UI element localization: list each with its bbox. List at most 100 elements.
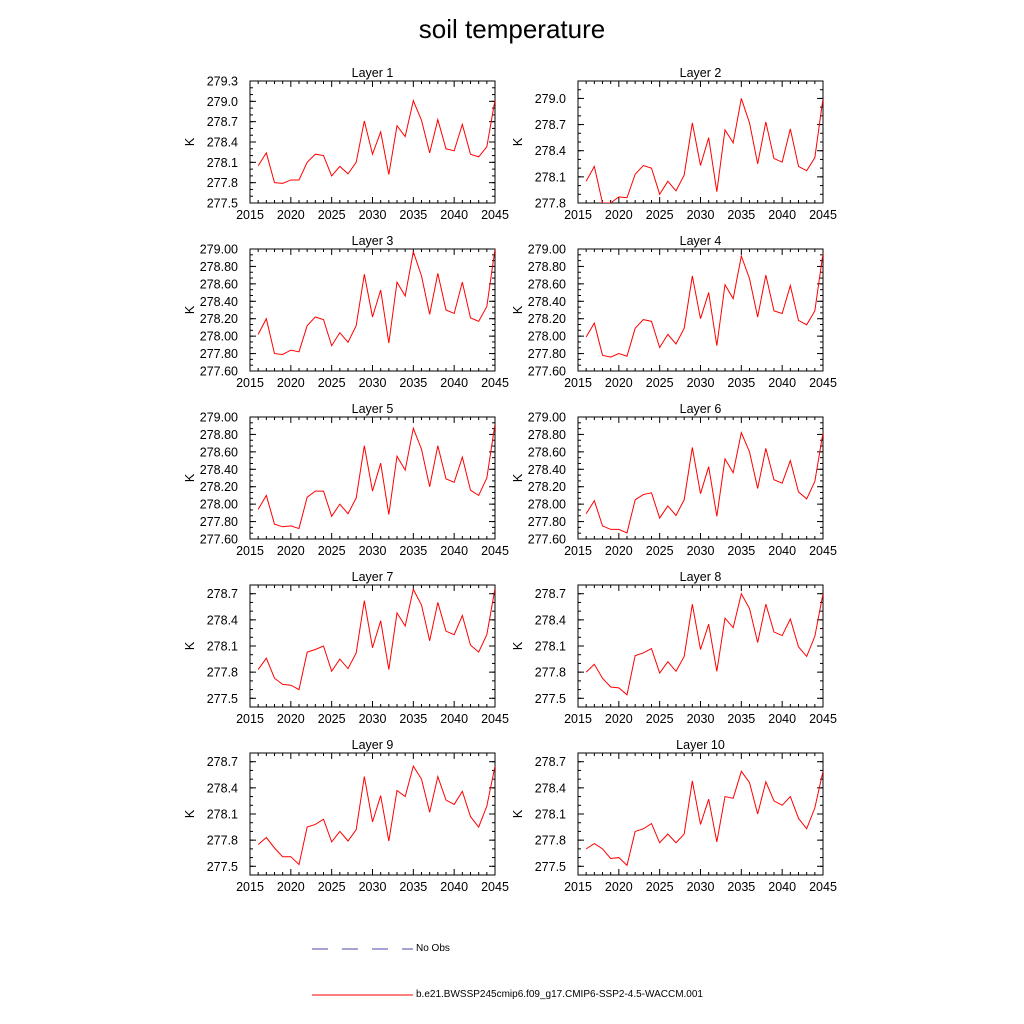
y-axis-label: K: [183, 641, 197, 650]
x-tick-label: 2015: [236, 376, 264, 390]
x-tick-label: 2025: [318, 376, 346, 390]
x-tick-label: 2035: [399, 376, 427, 390]
y-axis-label: K: [183, 305, 197, 314]
x-tick-label: 2030: [687, 208, 715, 222]
y-tick-label: 278.80: [200, 428, 238, 442]
plot-frame: [577, 752, 824, 876]
y-tick-label: 277.60: [528, 365, 566, 379]
x-tick-label: 2045: [481, 376, 509, 390]
x-tick-label: 2025: [318, 880, 346, 894]
y-tick-label: 277.80: [200, 347, 238, 361]
x-tick-label: 2025: [646, 208, 674, 222]
y-axis-label: K: [511, 137, 525, 146]
legend-model-label: b.e21.BWSSP245cmip6.f09_g17.CMIP6-SSP2-4…: [416, 989, 703, 1000]
x-tick-label: 2030: [359, 208, 387, 222]
y-tick-label: 279.0: [207, 95, 238, 109]
x-tick-label: 2020: [277, 376, 305, 390]
panel-layer-5: Layer 5 K 2015 2020 2025 2030 2035 2040 2045 277.…: [183, 402, 509, 558]
panel-title: Layer 10: [676, 738, 725, 752]
x-tick-label: 2020: [605, 208, 633, 222]
x-tick-label: 2015: [236, 208, 264, 222]
y-tick-label: 278.1: [535, 170, 566, 184]
panel-title: Layer 3: [352, 234, 394, 248]
y-tick-label: 278.60: [200, 445, 238, 459]
y-tick-label: 278.4: [535, 144, 566, 158]
x-tick-label: 2020: [605, 712, 633, 726]
y-tick-label: 278.60: [200, 277, 238, 291]
x-tick-label: 2045: [809, 376, 837, 390]
y-tick-label: 277.8: [207, 176, 238, 190]
y-tick-label: 278.80: [200, 260, 238, 274]
plot-frame: [249, 416, 496, 540]
y-tick-label: 278.00: [200, 330, 238, 344]
panel-layer-10: Layer 10 K 2015 2020 2025 2030 2035 2040 2045 277…: [511, 738, 837, 894]
y-tick-label: 279.00: [528, 411, 566, 425]
x-tick-label: 2040: [440, 376, 468, 390]
y-tick-label: 278.1: [207, 808, 238, 822]
y-tick-label: 278.20: [528, 312, 566, 326]
series-line: [257, 99, 495, 184]
panel-layer-1: Layer 1 K 2015 2020 2025 2030 2035 2040 2045 277.…: [183, 66, 509, 222]
series-line: [585, 253, 823, 358]
y-tick-label: 279.3: [207, 75, 238, 89]
y-tick-label: 278.7: [207, 755, 238, 769]
panel-layer-6: Layer 6 K 2015 2020 2025 2030 2035 2040 2045 277.…: [511, 402, 837, 558]
panel-title: Layer 7: [352, 570, 394, 584]
series-line: [585, 592, 823, 696]
panel-layer-8: Layer 8 K 2015 2020 2025 2030 2035 2040 2045 277.…: [511, 570, 837, 726]
x-tick-label: 2015: [564, 712, 592, 726]
y-tick-label: 278.4: [535, 781, 566, 795]
x-tick-label: 2020: [277, 544, 305, 558]
x-tick-label: 2020: [277, 208, 305, 222]
y-axis-label: K: [511, 305, 525, 314]
x-tick-label: 2030: [359, 712, 387, 726]
y-tick-label: 279.00: [200, 243, 238, 257]
y-tick-label: 279.00: [528, 243, 566, 257]
x-tick-label: 2035: [727, 712, 755, 726]
chart-title: soil temperature: [418, 14, 606, 44]
series-line: [257, 249, 495, 355]
y-tick-label: 277.80: [200, 515, 238, 529]
x-tick-label: 2040: [768, 880, 796, 894]
y-axis-label: K: [183, 473, 197, 482]
x-tick-label: 2035: [727, 544, 755, 558]
y-tick-label: 278.7: [535, 118, 566, 132]
y-tick-label: 277.60: [200, 365, 238, 379]
y-tick-label: 278.60: [528, 277, 566, 291]
plot-frame: [577, 416, 824, 540]
y-tick-label: 278.7: [535, 587, 566, 601]
series-line: [585, 431, 823, 534]
y-tick-label: 278.80: [528, 428, 566, 442]
y-tick-label: 277.80: [528, 515, 566, 529]
x-tick-label: 2030: [687, 544, 715, 558]
series-line: [257, 423, 495, 530]
x-tick-label: 2045: [481, 544, 509, 558]
y-tick-label: 278.80: [528, 260, 566, 274]
series-line: [585, 770, 823, 867]
y-tick-label: 277.5: [207, 860, 238, 874]
x-tick-label: 2035: [399, 544, 427, 558]
y-tick-label: 278.1: [535, 640, 566, 654]
y-axis-label: K: [183, 137, 197, 146]
x-tick-label: 2045: [809, 544, 837, 558]
x-tick-label: 2020: [605, 880, 633, 894]
y-tick-label: 277.5: [535, 692, 566, 706]
y-tick-label: 278.7: [535, 755, 566, 769]
y-tick-label: 277.5: [535, 860, 566, 874]
y-tick-label: 277.8: [535, 197, 566, 211]
x-tick-label: 2030: [687, 376, 715, 390]
panel-layer-3: Layer 3 K 2015 2020 2025 2030 2035 2040 2045 277.…: [183, 234, 509, 390]
y-tick-label: 278.60: [528, 445, 566, 459]
y-tick-label: 277.5: [207, 197, 238, 211]
plot-frame: [249, 80, 496, 204]
panel-layer-2: Layer 2 K 2015 2020 2025 2030 2035 2040 2045 277.…: [511, 66, 837, 222]
x-tick-label: 2030: [359, 880, 387, 894]
legend-model-line: [312, 994, 413, 996]
x-tick-label: 2015: [236, 544, 264, 558]
y-tick-label: 278.20: [528, 480, 566, 494]
plot-frame: [577, 80, 824, 204]
x-tick-label: 2020: [277, 880, 305, 894]
x-tick-label: 2035: [727, 376, 755, 390]
y-tick-label: 278.40: [528, 295, 566, 309]
y-tick-label: 278.40: [528, 463, 566, 477]
